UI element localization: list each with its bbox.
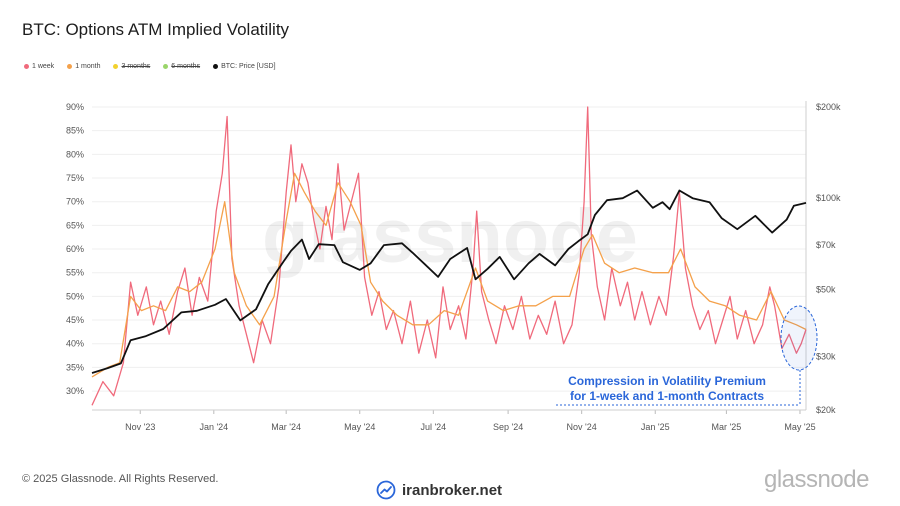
- series-layer: [91, 106, 807, 406]
- chart-title: BTC: Options ATM Implied Volatility: [22, 20, 290, 39]
- copyright-text: © 2025 Glassnode. All Rights Reserved.: [22, 473, 219, 485]
- legend-label: BTC: Price [USD]: [221, 63, 276, 70]
- annotation-layer: Compression in Volatility Premium for 1-…: [556, 305, 818, 406]
- chart-trend-icon: [376, 480, 396, 500]
- legend-dot-icon: [213, 64, 219, 69]
- x-tick-label: May '25: [784, 422, 815, 432]
- annotation-line-1: Compression in Volatility Premium: [568, 374, 766, 388]
- y-left-tick-label: 45%: [66, 315, 84, 325]
- x-tick-label: Jan '24: [199, 422, 228, 432]
- legend-dot-icon: [113, 64, 119, 69]
- y-left-tick-label: 60%: [66, 244, 84, 254]
- y-right-tick-label: $50k: [816, 284, 836, 294]
- y-right-tick-label: $100k: [816, 193, 841, 203]
- y-left-tick-label: 70%: [66, 197, 84, 207]
- series-line-1-month: [91, 172, 807, 378]
- x-tick-label: Mar '24: [271, 422, 301, 432]
- broker-badge[interactable]: iranbroker.net: [376, 480, 502, 500]
- y-left-tick-label: 30%: [66, 386, 84, 396]
- x-tick-label: Nov '23: [125, 422, 155, 432]
- brand-logo-text: glassnode: [764, 466, 869, 493]
- axes: 30% 35% 40% 45% 50% 55% 60% 65% 70% 75% 80% 85% 90% $…: [66, 101, 841, 432]
- legend-dot-icon: [67, 64, 73, 69]
- series-line-btc-price-usd: [91, 189, 807, 374]
- legend-dot-icon: [163, 64, 169, 69]
- x-tick-label: Jan '25: [641, 422, 670, 432]
- broker-name: iranbroker.net: [402, 481, 503, 499]
- x-tick-label: May '24: [344, 422, 375, 432]
- legend: 1 week 1 month 3 months 6 months BTC: Pr…: [24, 63, 276, 70]
- x-tick-label: Mar '25: [712, 422, 742, 432]
- y-left-tick-label: 40%: [66, 339, 84, 349]
- legend-label: 1 month: [75, 63, 101, 70]
- y-left-tick-label: 55%: [66, 268, 84, 278]
- annotation-line-2: for 1-week and 1-month Contracts: [570, 389, 764, 403]
- y-left-tick-label: 75%: [66, 173, 84, 183]
- y-right-tick-label: $20k: [816, 405, 836, 415]
- y-left-tick-label: 65%: [66, 220, 84, 230]
- y-left-tick-label: 90%: [66, 102, 84, 112]
- legend-dot-icon: [24, 64, 29, 69]
- y-left-tick-label: 35%: [66, 362, 84, 372]
- y-left-tick-label: 80%: [66, 149, 84, 159]
- legend-item-3-months[interactable]: 3 months: [113, 63, 150, 70]
- series-line-1-week: [91, 106, 807, 406]
- y-right-tick-label: $200k: [816, 102, 841, 112]
- x-tick-label: Sep '24: [493, 422, 523, 432]
- legend-label: 1 week: [32, 63, 55, 70]
- legend-item-1-week[interactable]: 1 week: [24, 63, 54, 70]
- watermark-text: glassnode: [262, 194, 638, 279]
- y-right-tick-label: $70k: [816, 240, 836, 250]
- compression-highlight-ellipse: [780, 305, 818, 371]
- y-right-tick-label: $30k: [816, 352, 836, 362]
- legend-label: 3 months: [121, 63, 151, 70]
- legend-label: 6 months: [171, 63, 201, 70]
- x-tick-label: Jul '24: [420, 422, 446, 432]
- legend-item-btc-price[interactable]: BTC: Price [USD]: [213, 63, 276, 70]
- y-left-tick-label: 85%: [66, 126, 84, 136]
- y-left-tick-label: 50%: [66, 291, 84, 301]
- legend-item-1-month[interactable]: 1 month: [67, 63, 100, 70]
- legend-item-6-months[interactable]: 6 months: [163, 63, 200, 70]
- x-tick-label: Nov '24: [567, 422, 597, 432]
